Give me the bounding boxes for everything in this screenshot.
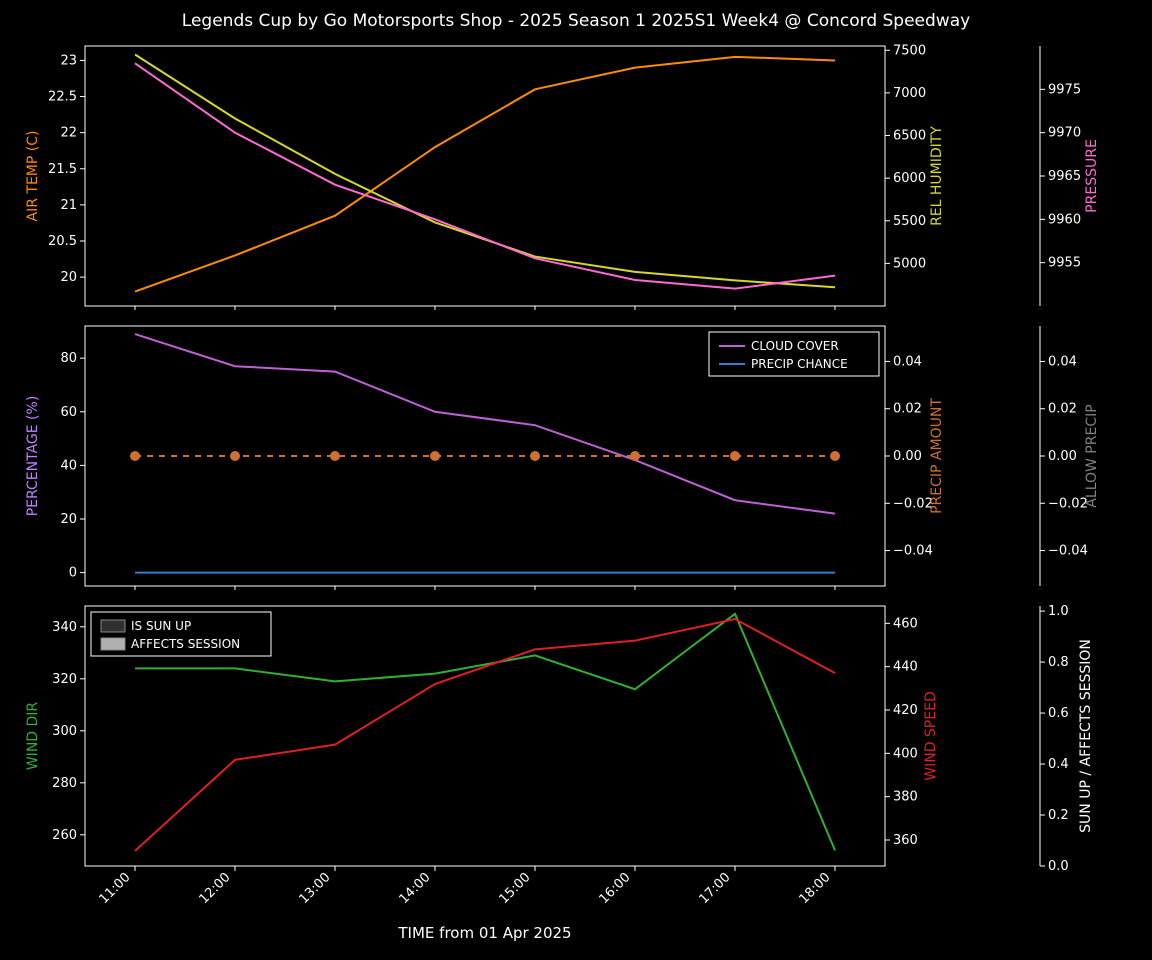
axis-label: PRESSURE	[1084, 139, 1100, 213]
axis-label: ALLOW PRECIP	[1084, 404, 1100, 507]
svg-text:0.8: 0.8	[1048, 655, 1069, 670]
svg-text:9970: 9970	[1048, 126, 1081, 141]
svg-text:20: 20	[60, 512, 77, 527]
axis-label: WIND DIR	[25, 702, 41, 771]
svg-text:5000: 5000	[893, 256, 926, 271]
svg-text:21.5: 21.5	[48, 162, 77, 177]
svg-text:460: 460	[893, 616, 918, 631]
svg-text:0.4: 0.4	[1048, 757, 1069, 772]
svg-text:23: 23	[60, 53, 77, 68]
svg-text:9975: 9975	[1048, 82, 1081, 97]
svg-text:0.02: 0.02	[1048, 402, 1077, 417]
x-tick-label: 13:00	[296, 870, 333, 907]
axis-label: REL HUMIDITY	[929, 126, 945, 226]
svg-text:22: 22	[60, 126, 77, 141]
svg-text:400: 400	[893, 746, 918, 761]
chart-root: Legends Cup by Go Motorsports Shop - 202…	[0, 0, 1152, 960]
axis-label: AIR TEMP (C)	[25, 131, 41, 222]
svg-text:360: 360	[893, 833, 918, 848]
legend-label: PRECIP CHANCE	[751, 357, 848, 371]
svg-text:300: 300	[52, 724, 77, 739]
axis-label: PERCENTAGE (%)	[25, 396, 41, 517]
x-tick-label: 18:00	[796, 870, 833, 907]
x-tick-label: 16:00	[596, 870, 633, 907]
svg-text:380: 380	[893, 790, 918, 805]
svg-text:0.04: 0.04	[893, 354, 922, 369]
svg-text:0: 0	[69, 566, 77, 581]
svg-text:20.5: 20.5	[48, 234, 77, 249]
svg-text:260: 260	[52, 828, 77, 843]
svg-text:420: 420	[893, 703, 918, 718]
svg-text:6000: 6000	[893, 171, 926, 186]
svg-text:20: 20	[60, 270, 77, 285]
svg-text:0.0: 0.0	[1048, 859, 1069, 874]
svg-text:22.5: 22.5	[48, 90, 77, 105]
svg-text:0.6: 0.6	[1048, 706, 1069, 721]
legend-label: IS SUN UP	[131, 619, 191, 633]
svg-text:7500: 7500	[893, 43, 926, 58]
svg-text:−0.02: −0.02	[1048, 496, 1088, 511]
axis-label: PRECIP AMOUNT	[929, 398, 945, 514]
x-tick-label: 14:00	[396, 870, 433, 907]
x-tick-label: 11:00	[96, 870, 133, 907]
svg-text:−0.04: −0.04	[893, 544, 933, 559]
axis-label: WIND SPEED	[923, 691, 939, 780]
svg-text:9965: 9965	[1048, 169, 1081, 184]
legend-label: AFFECTS SESSION	[131, 637, 240, 651]
svg-text:0.00: 0.00	[893, 449, 922, 464]
svg-text:−0.02: −0.02	[893, 496, 933, 511]
svg-text:280: 280	[52, 776, 77, 791]
axis-label: SUN UP / AFFECTS SESSION	[1078, 639, 1094, 833]
svg-text:0.04: 0.04	[1048, 354, 1077, 369]
svg-text:40: 40	[60, 458, 77, 473]
svg-text:440: 440	[893, 660, 918, 675]
svg-text:6500: 6500	[893, 129, 926, 144]
chart-svg: Legends Cup by Go Motorsports Shop - 202…	[0, 0, 1152, 960]
svg-text:60: 60	[60, 405, 77, 420]
legend-label: CLOUD COVER	[751, 339, 839, 353]
chart-title: Legends Cup by Go Motorsports Shop - 202…	[182, 11, 970, 31]
svg-text:0.2: 0.2	[1048, 808, 1069, 823]
svg-text:−0.04: −0.04	[1048, 544, 1088, 559]
svg-text:0.02: 0.02	[893, 402, 922, 417]
svg-text:1.0: 1.0	[1048, 604, 1069, 619]
svg-text:7000: 7000	[893, 86, 926, 101]
x-tick-label: 12:00	[196, 870, 233, 907]
x-axis-label: TIME from 01 Apr 2025	[397, 924, 571, 942]
x-tick-label: 15:00	[496, 870, 533, 907]
x-tick-label: 17:00	[696, 870, 733, 907]
svg-text:9960: 9960	[1048, 212, 1081, 227]
svg-text:320: 320	[52, 672, 77, 687]
svg-text:0.00: 0.00	[1048, 449, 1077, 464]
svg-text:5500: 5500	[893, 214, 926, 229]
svg-text:340: 340	[52, 620, 77, 635]
svg-text:9955: 9955	[1048, 256, 1081, 271]
svg-text:21: 21	[60, 198, 77, 213]
svg-text:80: 80	[60, 351, 77, 366]
